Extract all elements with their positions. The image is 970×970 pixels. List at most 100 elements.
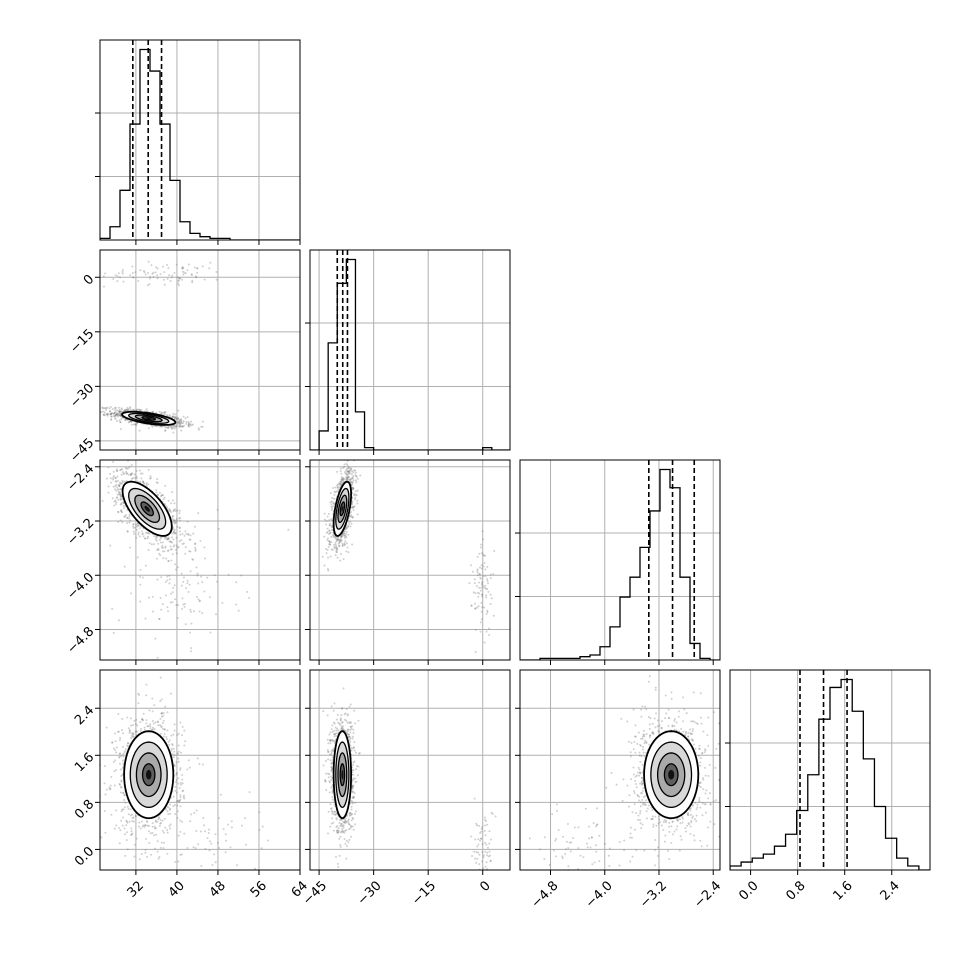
sample-point bbox=[171, 742, 174, 745]
sample-point bbox=[143, 537, 146, 540]
sample-point bbox=[343, 537, 346, 540]
sample-point bbox=[114, 499, 117, 502]
sample-point bbox=[121, 270, 124, 273]
sample-point bbox=[196, 572, 199, 575]
sample-point bbox=[119, 492, 122, 495]
sample-point bbox=[127, 745, 130, 748]
sample-point bbox=[323, 535, 326, 538]
sample-point bbox=[145, 719, 148, 722]
sample-point bbox=[173, 416, 176, 419]
sample-point bbox=[152, 410, 155, 413]
sample-point bbox=[190, 622, 193, 625]
sample-point bbox=[128, 515, 131, 518]
sample-point bbox=[169, 545, 172, 548]
sample-point bbox=[170, 540, 173, 543]
sample-point bbox=[351, 470, 354, 473]
sample-point bbox=[338, 544, 341, 547]
sample-point bbox=[175, 263, 178, 266]
sample-point bbox=[115, 412, 118, 415]
contour-line bbox=[121, 480, 173, 537]
sample-point bbox=[353, 505, 356, 508]
sample-point bbox=[165, 557, 168, 560]
sample-point bbox=[147, 549, 150, 552]
sample-point bbox=[128, 465, 131, 468]
sample-point bbox=[126, 516, 129, 519]
sample-point bbox=[116, 493, 119, 496]
sample-point bbox=[479, 546, 482, 549]
sample-point bbox=[480, 567, 483, 570]
sample-point bbox=[166, 711, 169, 714]
sample-point bbox=[183, 424, 186, 427]
sample-point bbox=[116, 488, 119, 491]
sample-point bbox=[118, 739, 121, 742]
sample-point bbox=[156, 267, 159, 270]
sample-point bbox=[183, 729, 186, 732]
sample-point bbox=[188, 538, 191, 541]
hist-panel-2 bbox=[515, 459, 721, 665]
sample-point bbox=[176, 733, 179, 736]
sample-point bbox=[351, 506, 354, 509]
sample-point bbox=[132, 732, 135, 735]
sample-point bbox=[124, 801, 127, 804]
sample-point bbox=[122, 808, 125, 811]
sample-point bbox=[121, 745, 124, 748]
sample-point bbox=[219, 793, 222, 796]
sample-point bbox=[127, 409, 130, 412]
sample-point bbox=[330, 508, 333, 511]
sample-point bbox=[339, 482, 342, 485]
sample-point bbox=[177, 284, 180, 287]
sample-point bbox=[160, 726, 163, 729]
sample-point bbox=[115, 809, 118, 812]
sample-point bbox=[169, 502, 172, 505]
x-tick-label: 1.6 bbox=[831, 878, 856, 903]
sample-point bbox=[157, 724, 160, 727]
sample-point bbox=[145, 819, 148, 822]
sample-point bbox=[122, 732, 125, 735]
sample-point bbox=[129, 546, 132, 549]
sample-point bbox=[199, 539, 202, 542]
sample-point bbox=[336, 483, 339, 486]
sample-point bbox=[114, 406, 117, 409]
sample-point bbox=[114, 408, 117, 411]
sample-point bbox=[336, 484, 339, 487]
sample-point bbox=[118, 755, 121, 758]
sample-point bbox=[111, 607, 114, 610]
sample-point bbox=[207, 828, 210, 831]
sample-point bbox=[133, 719, 136, 722]
sample-point bbox=[148, 841, 151, 844]
sample-point bbox=[181, 422, 184, 425]
sample-point bbox=[171, 416, 174, 419]
sample-point bbox=[177, 760, 180, 763]
sample-point bbox=[139, 721, 142, 724]
sample-point bbox=[170, 796, 173, 799]
sample-point bbox=[161, 544, 164, 547]
sample-point bbox=[119, 791, 122, 794]
sample-point bbox=[126, 805, 129, 808]
sample-point bbox=[171, 274, 174, 277]
sample-point bbox=[115, 480, 118, 483]
sample-point bbox=[167, 549, 170, 552]
sample-point bbox=[109, 784, 112, 787]
sample-point bbox=[115, 413, 118, 416]
sample-point bbox=[123, 515, 126, 518]
sample-point bbox=[171, 517, 174, 520]
sample-point bbox=[473, 578, 476, 581]
sample-point bbox=[145, 683, 148, 686]
sample-point bbox=[173, 519, 176, 522]
sample-point bbox=[151, 425, 154, 428]
sample-point bbox=[121, 268, 124, 271]
sample-point bbox=[343, 530, 346, 533]
sample-point bbox=[347, 475, 350, 478]
sample-point bbox=[160, 412, 163, 415]
sample-point bbox=[120, 509, 123, 512]
sample-point bbox=[480, 583, 483, 586]
sample-point bbox=[347, 466, 350, 469]
sample-point bbox=[351, 481, 354, 484]
sample-point bbox=[174, 785, 177, 788]
sample-point bbox=[124, 515, 127, 518]
sample-point bbox=[235, 603, 238, 606]
sample-point bbox=[179, 527, 182, 530]
sample-point bbox=[164, 581, 167, 584]
sample-point bbox=[177, 750, 180, 753]
sample-point bbox=[347, 470, 350, 473]
